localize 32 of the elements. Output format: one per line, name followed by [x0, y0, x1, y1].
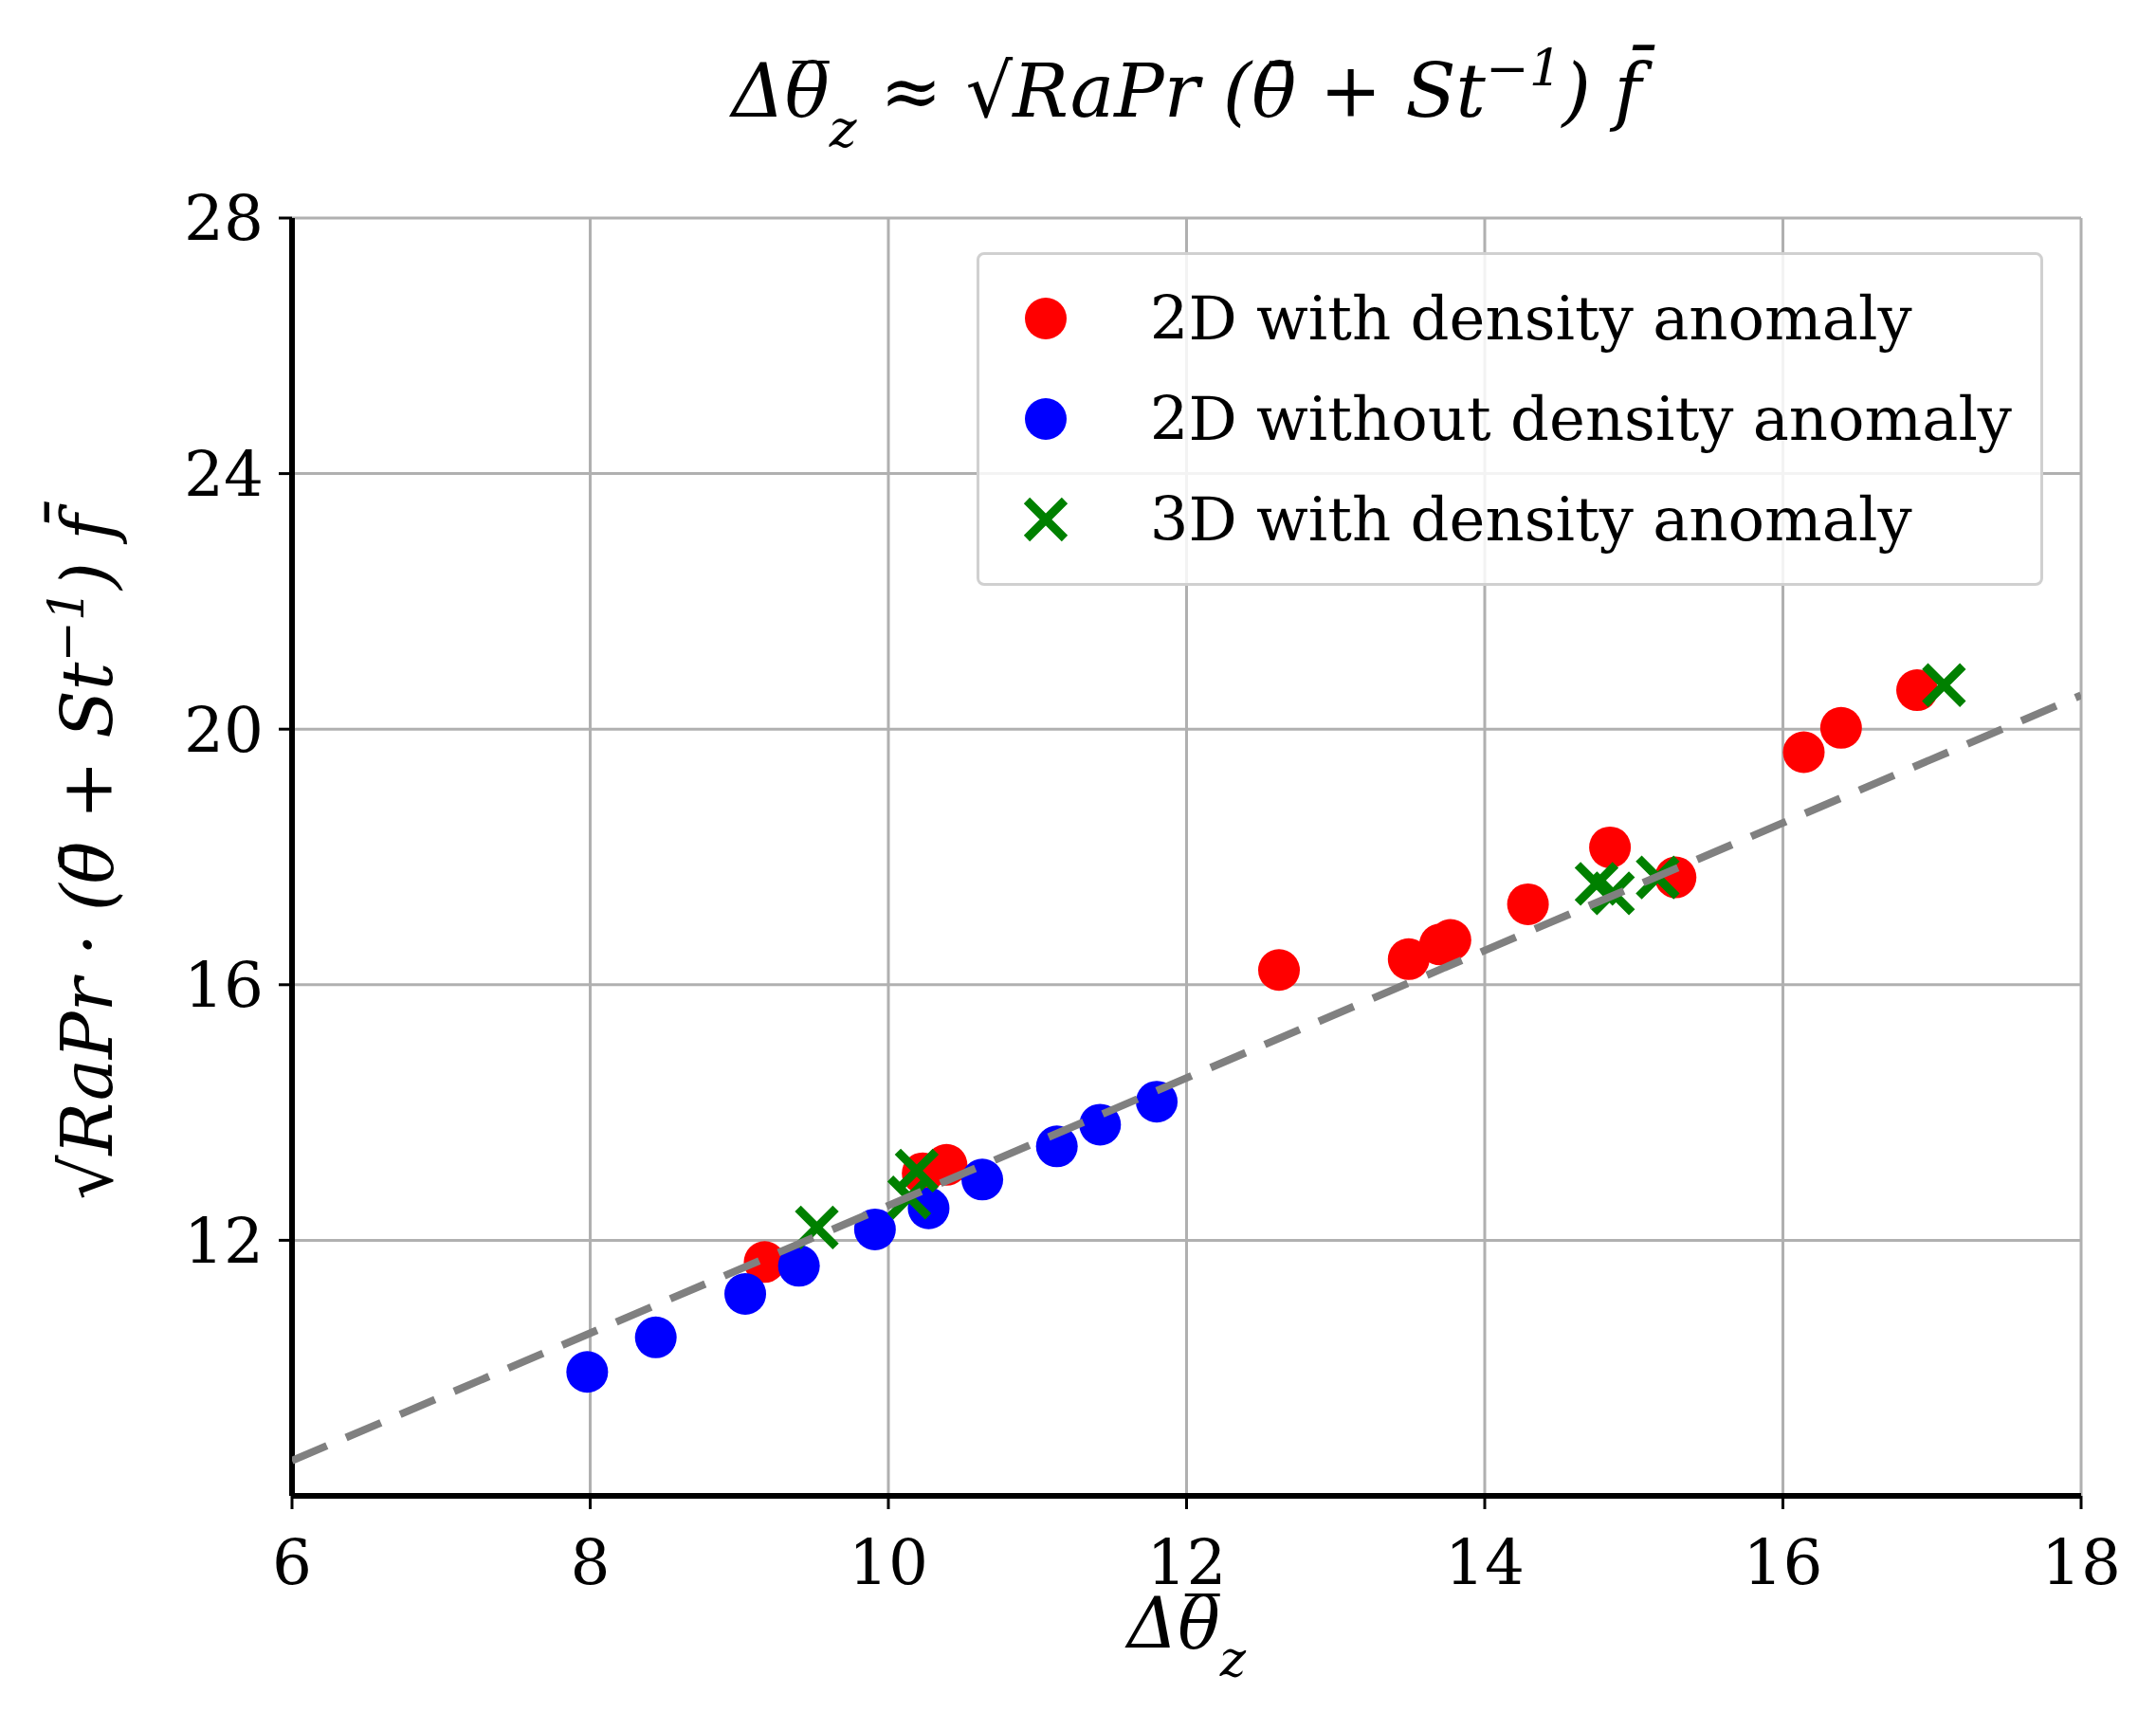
x-tick-label: 14: [1445, 1525, 1525, 1599]
point: [853, 1208, 896, 1250]
point: [961, 1158, 1004, 1201]
legend-label: 2D with density anomaly: [1149, 283, 1912, 354]
point: [777, 1245, 820, 1287]
point: [1257, 949, 1300, 992]
x-tick-label: 16: [1743, 1525, 1823, 1599]
y-tick-label: 20: [184, 693, 264, 767]
x-tick-label: 6: [272, 1525, 312, 1599]
point: [1589, 826, 1632, 868]
y-tick-label: 16: [184, 949, 264, 1023]
y-tick-label: 24: [184, 438, 264, 512]
legend-label: 2D without density anomaly: [1149, 384, 2012, 454]
x-tick-label: 10: [849, 1525, 928, 1599]
y-tick-label: 12: [184, 1204, 264, 1278]
point: [893, 1147, 941, 1194]
chart-title: Δθ̅$_{z}$ ≈ √RaPr (θ̄ + St$^{−1}$) f̄: [728, 38, 1655, 159]
x-tick-label: 8: [570, 1525, 611, 1599]
point: [724, 1273, 767, 1316]
x-tick-label: 18: [2041, 1525, 2121, 1599]
point: [1819, 706, 1862, 749]
legend-label: 3D with density anomaly: [1149, 484, 1912, 555]
point: [1573, 860, 1620, 907]
point: [566, 1351, 609, 1393]
point: [634, 1316, 677, 1358]
point: [1920, 662, 1967, 709]
point: [1387, 938, 1430, 980]
point: [1782, 731, 1825, 774]
point: [1079, 1103, 1122, 1146]
y-tick-label: 28: [184, 182, 264, 256]
point: [1136, 1081, 1178, 1123]
point: [1507, 883, 1549, 925]
